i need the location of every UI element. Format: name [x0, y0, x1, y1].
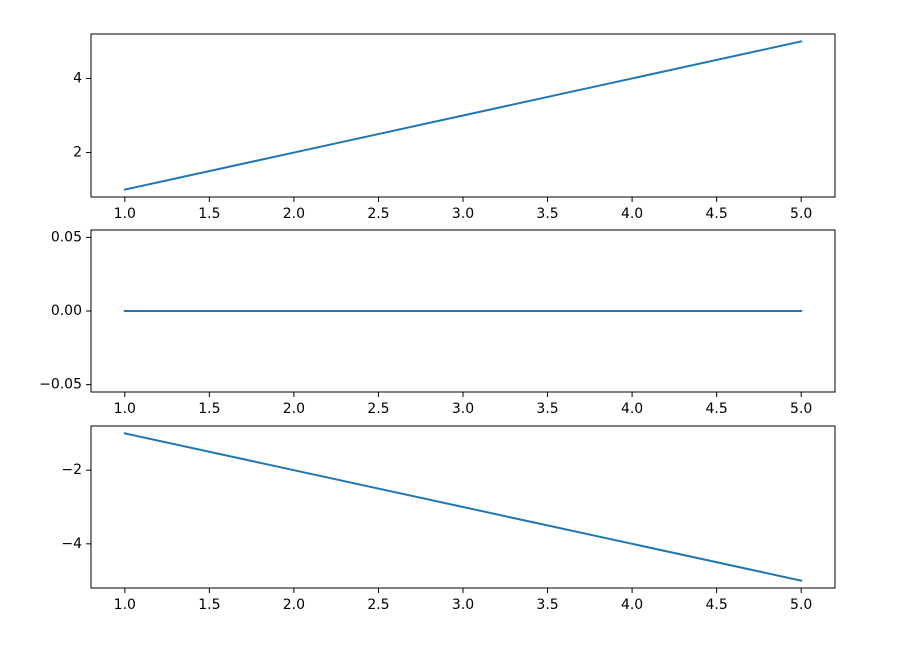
x-tick-label: 2.5 [367, 401, 389, 417]
x-tick-label: 3.0 [452, 597, 474, 613]
y-tick-label: 0.00 [51, 303, 82, 319]
data-line [123, 432, 803, 582]
x-tick-label: 4.0 [621, 597, 643, 613]
y-tick-label: 0.05 [51, 229, 82, 245]
x-tick-label: 3.5 [536, 206, 558, 222]
x-tick-label: 3.0 [452, 401, 474, 417]
x-tick-label: 1.5 [198, 401, 220, 417]
x-tick-label: 2.5 [367, 597, 389, 613]
y-tick-label: −0.05 [39, 377, 82, 393]
x-tick-label: 3.5 [536, 401, 558, 417]
x-tick-label: 4.5 [706, 401, 728, 417]
x-tick-label: 4.0 [621, 401, 643, 417]
x-tick-label: 5.0 [790, 401, 812, 417]
y-tick-label: 4 [73, 70, 82, 86]
y-tick-label: 2 [73, 145, 82, 161]
x-tick-label: 1.0 [114, 401, 136, 417]
x-tick-label: 5.0 [790, 206, 812, 222]
x-tick-label: 3.5 [536, 597, 558, 613]
x-tick-label: 4.5 [706, 206, 728, 222]
x-tick-label: 2.0 [283, 206, 305, 222]
x-tick-label: 1.0 [114, 206, 136, 222]
x-tick-label: 2.0 [283, 401, 305, 417]
x-tick-label: 5.0 [790, 597, 812, 613]
x-tick-label: 3.0 [452, 206, 474, 222]
x-tick-label: 1.5 [198, 206, 220, 222]
y-tick-label: −4 [61, 536, 82, 552]
x-tick-label: 4.0 [621, 206, 643, 222]
y-tick-label: −2 [61, 462, 82, 478]
x-tick-label: 4.5 [706, 597, 728, 613]
x-tick-label: 2.0 [283, 597, 305, 613]
data-line [123, 40, 803, 191]
x-tick-label: 1.5 [198, 597, 220, 613]
x-tick-label: 2.5 [367, 206, 389, 222]
x-tick-label: 1.0 [114, 597, 136, 613]
